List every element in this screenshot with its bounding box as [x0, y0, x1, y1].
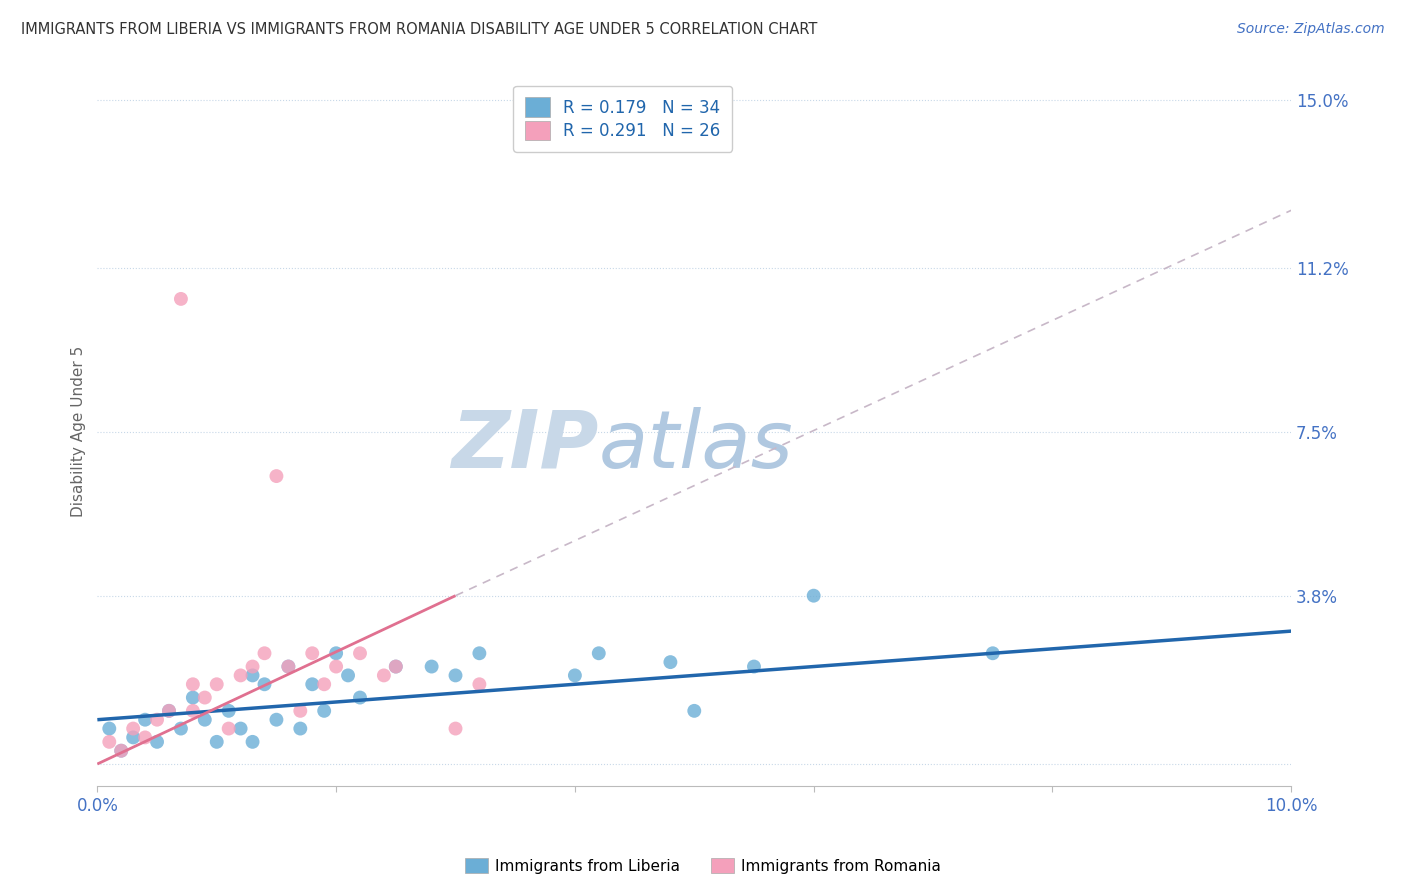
- Point: [659, 655, 682, 669]
- Point: [325, 659, 347, 673]
- Point: [349, 646, 371, 660]
- Point: [266, 469, 288, 483]
- Legend: Immigrants from Liberia, Immigrants from Romania: Immigrants from Liberia, Immigrants from…: [458, 852, 948, 880]
- Point: [290, 722, 312, 736]
- Point: [337, 668, 360, 682]
- Point: [468, 646, 491, 660]
- Point: [205, 735, 228, 749]
- Point: [229, 668, 252, 682]
- Point: [194, 690, 217, 705]
- Point: [981, 646, 1004, 660]
- Point: [170, 722, 193, 736]
- Point: [277, 659, 299, 673]
- Point: [194, 713, 217, 727]
- Point: [373, 668, 395, 682]
- Text: IMMIGRANTS FROM LIBERIA VS IMMIGRANTS FROM ROMANIA DISABILITY AGE UNDER 5 CORREL: IMMIGRANTS FROM LIBERIA VS IMMIGRANTS FR…: [21, 22, 817, 37]
- Point: [385, 659, 408, 673]
- Point: [181, 677, 204, 691]
- Point: [314, 704, 336, 718]
- Point: [157, 704, 180, 718]
- Y-axis label: Disability Age Under 5: Disability Age Under 5: [72, 346, 86, 517]
- Point: [444, 722, 467, 736]
- Point: [110, 744, 132, 758]
- Text: Source: ZipAtlas.com: Source: ZipAtlas.com: [1237, 22, 1385, 37]
- Point: [134, 731, 156, 745]
- Point: [588, 646, 610, 660]
- Point: [98, 735, 121, 749]
- Point: [314, 677, 336, 691]
- Point: [181, 704, 204, 718]
- Point: [134, 713, 156, 727]
- Point: [301, 677, 323, 691]
- Point: [122, 722, 145, 736]
- Point: [253, 646, 276, 660]
- Point: [218, 722, 240, 736]
- Point: [157, 704, 180, 718]
- Text: atlas: atlas: [599, 407, 793, 485]
- Point: [110, 744, 132, 758]
- Point: [301, 646, 323, 660]
- Point: [742, 659, 765, 673]
- Point: [242, 668, 264, 682]
- Point: [325, 646, 347, 660]
- Text: ZIP: ZIP: [451, 407, 599, 485]
- Point: [229, 722, 252, 736]
- Legend: R = 0.179   N = 34, R = 0.291   N = 26: R = 0.179 N = 34, R = 0.291 N = 26: [513, 86, 733, 152]
- Point: [146, 735, 169, 749]
- Point: [266, 713, 288, 727]
- Point: [146, 713, 169, 727]
- Point: [242, 735, 264, 749]
- Point: [277, 659, 299, 673]
- Point: [803, 589, 825, 603]
- Point: [205, 677, 228, 691]
- Point: [242, 659, 264, 673]
- Point: [385, 659, 408, 673]
- Point: [122, 731, 145, 745]
- Point: [218, 704, 240, 718]
- Point: [349, 690, 371, 705]
- Point: [444, 668, 467, 682]
- Point: [181, 690, 204, 705]
- Point: [170, 292, 193, 306]
- Point: [420, 659, 443, 673]
- Point: [98, 722, 121, 736]
- Point: [290, 704, 312, 718]
- Point: [253, 677, 276, 691]
- Point: [564, 668, 586, 682]
- Point: [683, 704, 706, 718]
- Point: [468, 677, 491, 691]
